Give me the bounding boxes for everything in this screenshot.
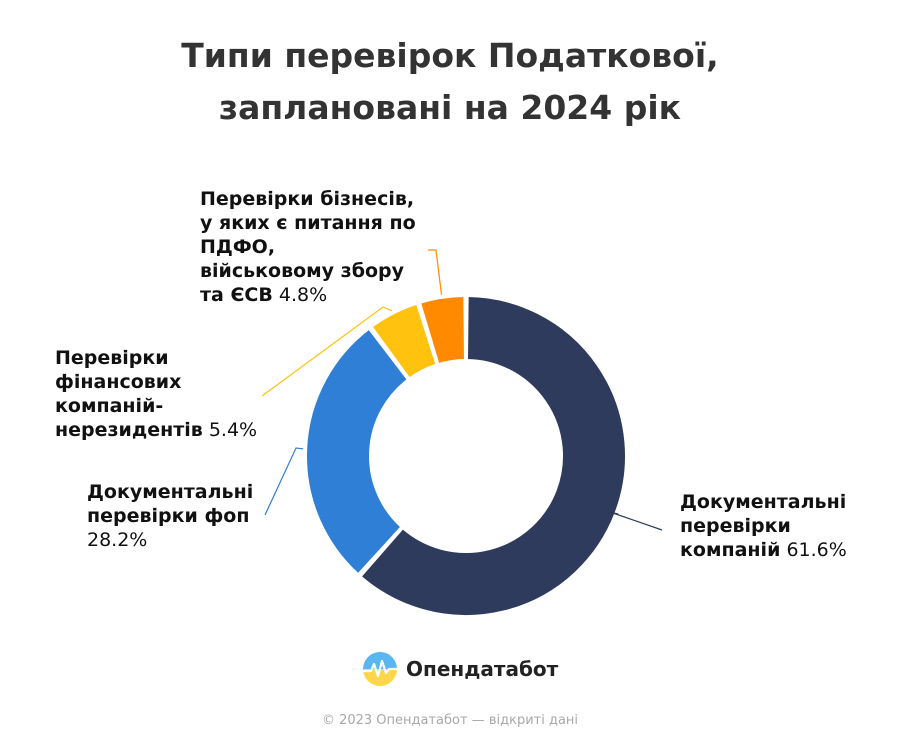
donut-slice — [419, 295, 466, 366]
leader-line — [261, 306, 393, 397]
slice-label-line: військовому збору — [200, 260, 405, 282]
slice-label-line: фінансових — [55, 371, 182, 393]
slice-value-label: 4.8% — [278, 284, 328, 306]
slice-value-label: 5.4% — [208, 419, 258, 441]
slice-label-fop: Документальні перевірки фоп 28.2% — [87, 480, 253, 552]
leader-line — [609, 511, 663, 531]
slice-value-label: 28.2% — [87, 529, 148, 551]
slice-value-label: 61.6% — [786, 539, 847, 561]
slice-label-line: Документальні — [87, 481, 254, 503]
brand-name: Опендатабот — [406, 657, 559, 681]
leader-line — [428, 249, 443, 295]
slice-label-nonresidents: Перевірки фінансових компаній- нерезиден… — [55, 346, 257, 442]
chart-title-line-2: заплановані на 2024 рік — [218, 88, 682, 127]
slice-label-line: ПДФО, — [200, 236, 276, 258]
footer-copyright: © 2023 Опендатабот — відкриті дані — [321, 713, 579, 728]
slice-label-line: компаній — [680, 539, 781, 561]
slice-label-line: перевірки фоп — [87, 505, 250, 527]
donut-slice — [359, 295, 627, 617]
slice-label-line: Документальні — [680, 491, 847, 513]
slice-label-business: Перевірки бізнесів, у яких є питання по … — [200, 187, 416, 307]
chart-title-line-1: Типи перевірок Податкової, — [181, 36, 719, 75]
chart-title: Типи перевірок Податкової, заплановані н… — [0, 30, 900, 134]
slice-label-line: Перевірки бізнесів, — [200, 188, 415, 210]
donut-slice — [370, 302, 438, 380]
slice-label-line: компаній- — [55, 395, 164, 417]
slice-label-line: перевірки — [680, 515, 791, 537]
slice-label-line: у яких є питання по — [200, 212, 416, 234]
leader-line — [264, 447, 304, 516]
slice-label-line: нерезидентів — [55, 419, 203, 441]
donut-slice — [305, 327, 409, 576]
slice-label-companies: Документальні перевірки компаній 61.6% — [680, 490, 847, 562]
slice-label-line: та ЄСВ — [200, 284, 273, 306]
slice-label-line: Перевірки — [55, 347, 169, 369]
brand-logo: Опендатабот — [362, 650, 558, 688]
opendatabot-logo-icon — [363, 652, 397, 686]
